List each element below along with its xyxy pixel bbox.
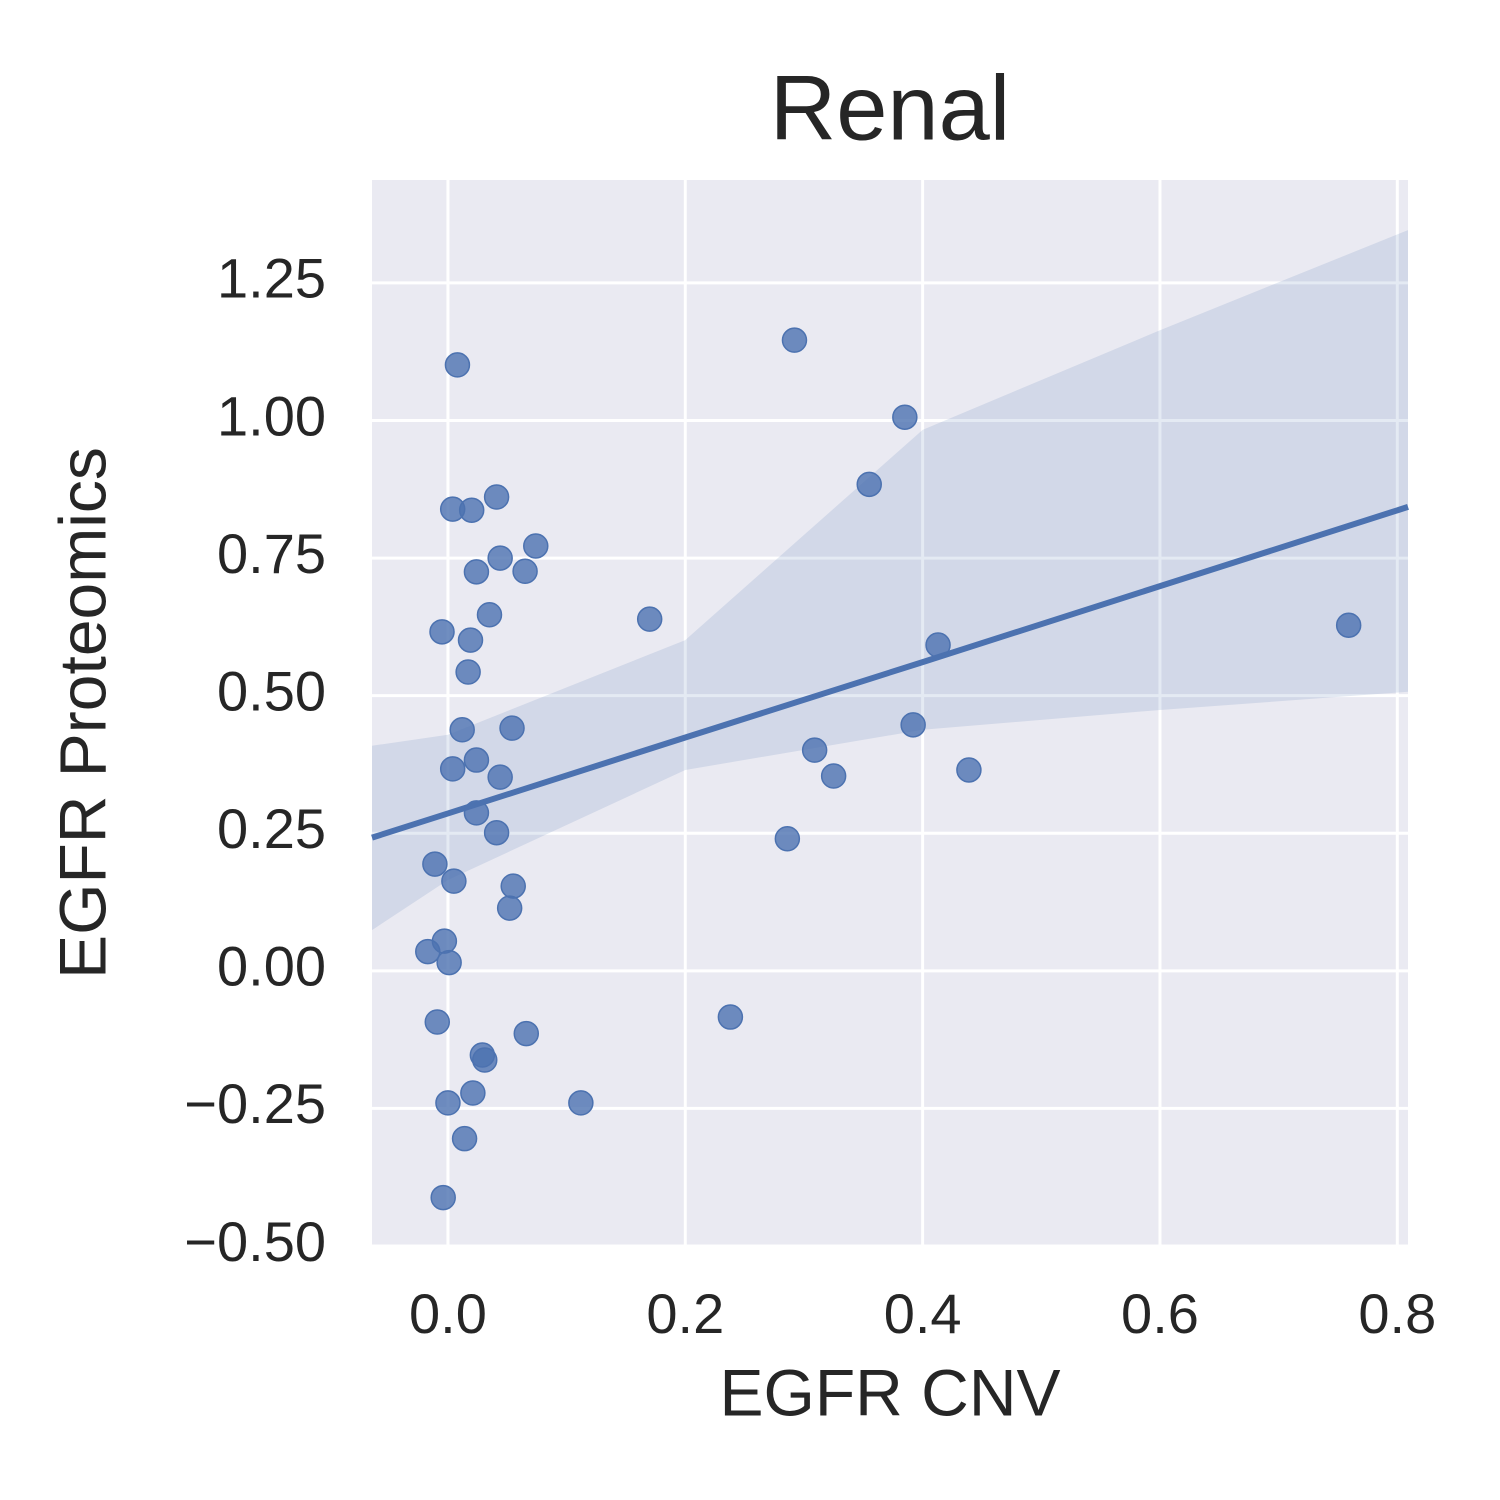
- point: [820, 763, 847, 789]
- point: [415, 938, 441, 965]
- x-tick-label: 0.2: [646, 1282, 724, 1345]
- point: [483, 819, 510, 846]
- point: [513, 1020, 540, 1047]
- point: [892, 404, 918, 430]
- point: [487, 764, 513, 790]
- y-tick-label: 0.00: [217, 935, 326, 998]
- point: [463, 747, 490, 773]
- point: [801, 737, 828, 763]
- point: [449, 717, 475, 743]
- point: [900, 712, 926, 738]
- point: [774, 826, 801, 852]
- point: [436, 949, 462, 976]
- point: [499, 715, 525, 741]
- x-tick-label: 0.4: [884, 1282, 962, 1345]
- x-tick-label: 0.0: [409, 1282, 487, 1345]
- point: [496, 895, 523, 921]
- point: [568, 1090, 594, 1116]
- point: [430, 1184, 456, 1211]
- point: [500, 873, 526, 899]
- y-tick-label: 1.25: [217, 247, 326, 310]
- point: [717, 1004, 744, 1030]
- plot-area: [372, 180, 1408, 1246]
- point: [455, 659, 481, 685]
- point: [444, 352, 471, 378]
- x-tick-label: 0.6: [1121, 1282, 1199, 1345]
- point: [856, 471, 882, 498]
- y-tick-label: 1.00: [217, 384, 326, 447]
- point: [441, 868, 467, 894]
- point: [422, 851, 448, 877]
- y-tick-label: 0.75: [217, 522, 326, 585]
- point: [458, 497, 485, 523]
- y-tick-label: 0.25: [217, 797, 326, 860]
- y-tick-label: −0.25: [184, 1072, 326, 1135]
- point: [451, 1125, 478, 1152]
- point: [460, 1080, 486, 1106]
- point: [471, 1047, 498, 1073]
- chart-title: Renal: [770, 57, 1010, 159]
- point: [439, 756, 466, 782]
- point: [483, 484, 510, 510]
- y-tick-label: 0.50: [217, 659, 326, 722]
- point: [476, 602, 503, 628]
- point: [523, 533, 549, 559]
- point: [512, 558, 538, 585]
- y-axis-label: EGFR Proteomics: [45, 447, 119, 979]
- point: [457, 627, 484, 653]
- x-tick-label: 0.8: [1358, 1282, 1436, 1345]
- y-tick-label: −0.50: [184, 1210, 326, 1273]
- point: [463, 559, 490, 585]
- regression-line: [371, 504, 1409, 841]
- x-axis-label: EGFR CNV: [719, 1355, 1060, 1429]
- point: [435, 1090, 461, 1116]
- point: [424, 1009, 451, 1035]
- point: [636, 606, 663, 632]
- point: [781, 327, 808, 353]
- point: [956, 757, 982, 783]
- point: [487, 545, 513, 571]
- point: [429, 619, 455, 645]
- point: [1335, 612, 1362, 638]
